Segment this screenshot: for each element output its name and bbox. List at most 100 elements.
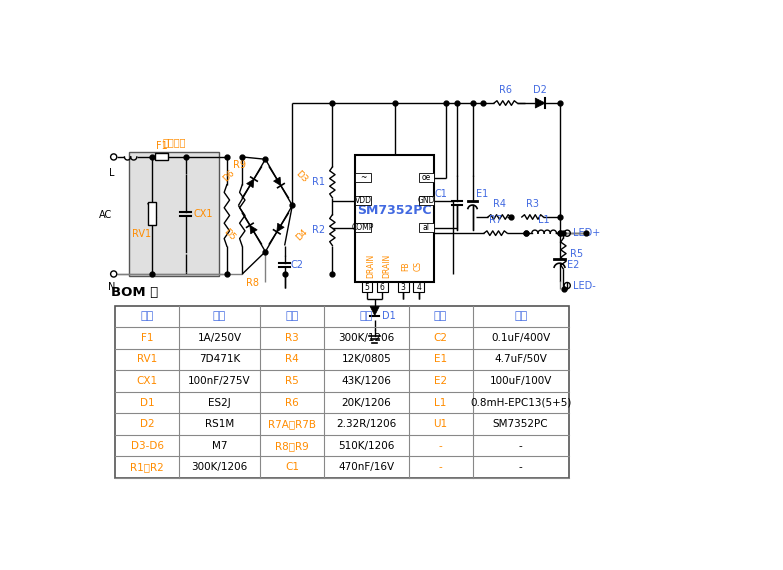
Text: C1: C1: [285, 462, 299, 473]
Bar: [148, 202, 156, 226]
Polygon shape: [277, 223, 284, 232]
Text: L1: L1: [435, 398, 447, 408]
Text: D1: D1: [382, 311, 396, 320]
Text: VDD: VDD: [355, 196, 372, 205]
Text: D2: D2: [140, 419, 154, 429]
Text: RV1: RV1: [132, 229, 150, 239]
Bar: [398, 282, 409, 292]
Text: N: N: [109, 282, 116, 292]
Text: F1: F1: [156, 141, 168, 151]
Text: R9: R9: [233, 160, 246, 170]
Text: D5: D5: [222, 227, 237, 242]
Text: M7: M7: [212, 441, 227, 451]
Text: 浪涌元件: 浪涌元件: [162, 137, 186, 147]
Text: R3: R3: [285, 333, 299, 343]
Text: 300K/1206: 300K/1206: [338, 333, 395, 343]
Bar: [362, 282, 373, 292]
Text: ES2J: ES2J: [208, 398, 231, 408]
Bar: [419, 173, 434, 182]
Text: 0.8mH-EPC13(5+5): 0.8mH-EPC13(5+5): [470, 398, 572, 408]
Text: 470nF/16V: 470nF/16V: [338, 462, 395, 473]
Text: DRAIN: DRAIN: [382, 254, 391, 278]
Text: SM7352PC: SM7352PC: [493, 419, 548, 429]
Text: R8: R8: [246, 278, 259, 288]
Bar: [115, 306, 568, 478]
Text: R6: R6: [285, 398, 299, 408]
Text: R1、R2: R1、R2: [130, 462, 164, 473]
Text: 100nF/275V: 100nF/275V: [188, 376, 251, 386]
Text: DRAIN: DRAIN: [366, 254, 375, 278]
Text: 1A/250V: 1A/250V: [197, 333, 242, 343]
Text: 位号: 位号: [285, 311, 298, 321]
Text: R4: R4: [285, 355, 299, 364]
Text: COMP: COMP: [352, 223, 374, 233]
Bar: [413, 282, 424, 292]
Text: 位号: 位号: [141, 311, 153, 321]
Text: R5: R5: [285, 376, 299, 386]
Text: C2: C2: [290, 260, 304, 270]
Text: 4: 4: [417, 283, 421, 292]
Text: D3: D3: [294, 169, 309, 184]
Polygon shape: [370, 306, 379, 316]
Text: L: L: [110, 168, 115, 178]
Text: R7A、R7B: R7A、R7B: [268, 419, 316, 429]
Text: 2.32R/1206: 2.32R/1206: [336, 419, 396, 429]
Text: LED+: LED+: [573, 228, 601, 238]
Text: C1: C1: [435, 189, 448, 199]
Text: 4.7uF/50V: 4.7uF/50V: [494, 355, 547, 364]
Text: RV1: RV1: [137, 355, 157, 364]
Text: CX1: CX1: [193, 209, 213, 219]
Text: 参数: 参数: [213, 311, 226, 321]
Text: RS1M: RS1M: [205, 419, 234, 429]
Text: F1: F1: [141, 333, 153, 343]
Text: CS: CS: [414, 261, 423, 271]
Bar: [377, 282, 388, 292]
Text: E2: E2: [434, 376, 447, 386]
Text: -: -: [438, 462, 442, 473]
Text: R2: R2: [312, 225, 325, 235]
Text: GND: GND: [417, 196, 435, 205]
Bar: [355, 196, 371, 205]
Text: 参数: 参数: [514, 311, 527, 321]
Text: U1: U1: [434, 419, 448, 429]
Bar: [355, 223, 371, 233]
Text: E2: E2: [567, 260, 579, 270]
Text: D6: D6: [222, 169, 237, 184]
Text: 5: 5: [365, 283, 370, 292]
Text: E1: E1: [476, 189, 489, 199]
Bar: [419, 196, 434, 205]
Bar: [129, 152, 219, 276]
Text: D1: D1: [140, 398, 154, 408]
Text: -: -: [519, 441, 522, 451]
Text: D4: D4: [294, 227, 309, 242]
Polygon shape: [247, 179, 254, 188]
Text: CX1: CX1: [136, 376, 157, 386]
Text: -: -: [519, 462, 522, 473]
Text: L1: L1: [538, 215, 550, 226]
Text: oe: oe: [422, 173, 431, 182]
Text: R3: R3: [526, 200, 539, 209]
Polygon shape: [273, 177, 281, 186]
Text: ~: ~: [360, 173, 366, 182]
Text: 6: 6: [380, 283, 385, 292]
Text: R7: R7: [489, 215, 502, 226]
Text: R8、R9: R8、R9: [275, 441, 309, 451]
Text: -: -: [438, 441, 442, 451]
Text: 300K/1206: 300K/1206: [191, 462, 247, 473]
Text: 43K/1206: 43K/1206: [341, 376, 392, 386]
Text: E1: E1: [434, 355, 447, 364]
Bar: [355, 154, 434, 282]
Text: R5: R5: [569, 249, 583, 259]
Text: R6: R6: [499, 86, 512, 95]
Text: 12K/0805: 12K/0805: [341, 355, 392, 364]
Text: 参数: 参数: [359, 311, 373, 321]
Text: LED-: LED-: [573, 280, 596, 291]
Text: D2: D2: [533, 86, 547, 95]
Text: AC: AC: [99, 210, 112, 221]
Bar: [155, 153, 168, 160]
Text: 7D471K: 7D471K: [199, 355, 240, 364]
Text: R4: R4: [493, 200, 506, 209]
Text: 位号: 位号: [434, 311, 447, 321]
Text: BOM 表: BOM 表: [111, 286, 159, 299]
Text: FB: FB: [401, 262, 410, 271]
